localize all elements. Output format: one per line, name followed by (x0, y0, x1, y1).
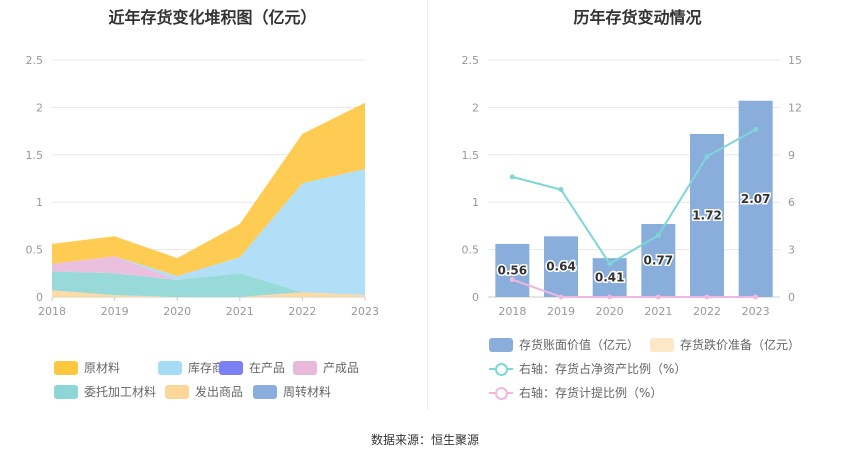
area-series (52, 256, 365, 296)
legend-item-finished-goods[interactable]: 产成品 (293, 359, 359, 376)
legend-swatch (165, 384, 189, 399)
line-point (607, 261, 613, 267)
x-tick-label: 2018 (498, 305, 526, 318)
legend-item-turnover-materials[interactable]: 周转材料 (253, 383, 331, 400)
legend-item-impairment[interactable]: 存货跌价准备（亿元） (650, 336, 800, 353)
y-tick-label: 2.5 (462, 54, 480, 67)
bar (544, 236, 578, 297)
area-series (52, 169, 365, 296)
right-chart-title: 历年存货变动情况 (573, 8, 702, 27)
legend-item-inventory-to-net-assets[interactable]: 右轴：存货占净资产比例（%） (489, 360, 686, 377)
y-tick-label: 0 (36, 291, 43, 304)
y-tick-label: 2 (36, 101, 43, 114)
line-point (558, 187, 564, 193)
bar-data-label: 0.64 (546, 260, 576, 274)
left-chart-title: 近年存货变化堆积图（亿元） (108, 8, 317, 27)
legend-label: 委托加工材料 (84, 385, 157, 399)
bar-data-label: 2.07 (741, 192, 771, 206)
line-point (753, 294, 759, 300)
inventory-bar-line-chart: 0 0 0.5 3 1 6 1.5 9 2 12 2.5 15 2018 2019 2020 2021 2022… (462, 54, 803, 318)
legend-label: 在产品 (249, 361, 286, 375)
legend-item-book-value[interactable]: 存货账面价值（亿元） (489, 336, 639, 353)
area-series (52, 102, 365, 277)
data-source-note: 数据来源：恒生聚源 (370, 433, 479, 447)
y2-tick-label: 12 (788, 101, 802, 114)
line-point (753, 127, 759, 133)
y-tick-label: 1 (36, 196, 43, 209)
line-point (558, 294, 564, 300)
y2-tick-label: 9 (788, 149, 795, 162)
legend-label: 存货账面价值（亿元） (519, 338, 640, 352)
x-tick-label: 2021 (644, 305, 672, 318)
line-point (607, 294, 613, 300)
y-tick-label: 2 (472, 101, 479, 114)
line-series (511, 278, 756, 298)
x-tick-label: 2023 (351, 305, 379, 318)
legend-item-raw-material[interactable]: 原材料 (54, 359, 120, 376)
legend-swatch (293, 360, 317, 375)
y2-tick-label: 6 (788, 196, 795, 209)
legend-swatch (54, 384, 78, 399)
legend-swatch (54, 360, 78, 375)
bar (495, 243, 530, 297)
legend-label: 产成品 (323, 361, 360, 375)
legend-label: 周转材料 (283, 385, 332, 399)
stacked-area-chart: 0 0.5 1 1.5 2 2.5 2018 2019 2020 2021 2022 2023 (26, 54, 380, 318)
legend-label: 发出商品 (195, 385, 244, 399)
x-tick-label: 2018 (38, 305, 66, 318)
y-tick-label: 0.5 (26, 244, 44, 257)
legend-label: 右轴：存货计提比例（%） (519, 386, 663, 400)
y2-tick-label: 0 (788, 291, 795, 304)
legend-label: 原材料 (84, 361, 121, 375)
legend-label: 右轴：存货占净资产比例（%） (519, 362, 687, 376)
legend-swatch (219, 360, 243, 375)
line-point (704, 294, 710, 300)
y2-tick-label: 3 (788, 244, 795, 257)
line-point (655, 232, 661, 238)
area-series (52, 271, 365, 297)
x-tick-label: 2020 (163, 305, 191, 318)
legend-swatch (158, 360, 182, 375)
line-point (509, 174, 515, 180)
line-point (655, 294, 661, 300)
y-tick-label: 2.5 (26, 54, 44, 67)
legend-swatch (253, 384, 277, 399)
x-tick-label: 2020 (596, 305, 624, 318)
legend-item-consigned-processing[interactable]: 委托加工材料 (54, 383, 156, 400)
x-tick-label: 2022 (288, 305, 316, 318)
bar-data-label: 1.72 (692, 208, 722, 222)
legend-swatch (489, 337, 513, 352)
y-tick-label: 1.5 (26, 149, 44, 162)
legend-line-swatch (489, 362, 513, 376)
x-tick-label: 2021 (226, 305, 254, 318)
y-tick-label: 1 (472, 196, 479, 209)
legend-item-provision-ratio[interactable]: 右轴：存货计提比例（%） (489, 384, 662, 401)
bar-data-label: 0.41 (595, 271, 625, 285)
panel-divider (427, 0, 428, 410)
legend-item-wip[interactable]: 在产品 (219, 359, 285, 376)
legend-label: 存货跌价准备（亿元） (680, 338, 801, 352)
legend-swatch (650, 337, 674, 352)
bar (690, 133, 724, 297)
area-series (52, 290, 365, 297)
line-point (704, 153, 710, 159)
y-tick-label: 1.5 (462, 149, 480, 162)
y-tick-label: 0.5 (462, 244, 480, 257)
x-tick-label: 2019 (547, 305, 575, 318)
y-tick-label: 0 (472, 291, 479, 304)
line-point (509, 277, 515, 283)
legend-line-swatch (489, 386, 513, 400)
y2-tick-label: 15 (788, 54, 802, 67)
line-series (512, 128, 757, 266)
x-tick-label: 2019 (101, 305, 129, 318)
bar (738, 100, 773, 297)
x-tick-label: 2023 (742, 305, 770, 318)
bar-data-label: 0.56 (498, 263, 528, 277)
legend-item-goods-shipped[interactable]: 发出商品 (165, 383, 243, 400)
x-tick-label: 2022 (693, 305, 721, 318)
bar-data-label: 0.77 (644, 254, 674, 268)
